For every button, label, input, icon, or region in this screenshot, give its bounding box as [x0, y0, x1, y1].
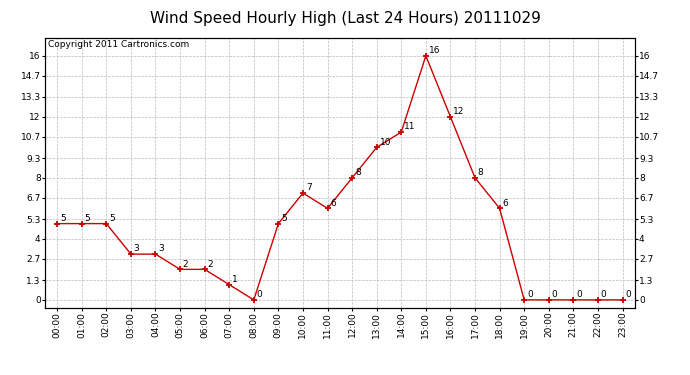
Text: 6: 6	[331, 199, 336, 208]
Text: 1: 1	[232, 275, 238, 284]
Text: 11: 11	[404, 122, 415, 131]
Text: 5: 5	[109, 214, 115, 223]
Text: 0: 0	[625, 290, 631, 299]
Text: 0: 0	[257, 290, 262, 299]
Text: 8: 8	[355, 168, 361, 177]
Text: Wind Speed Hourly High (Last 24 Hours) 20111029: Wind Speed Hourly High (Last 24 Hours) 2…	[150, 11, 540, 26]
Text: 12: 12	[453, 107, 464, 116]
Text: 0: 0	[527, 290, 533, 299]
Text: 6: 6	[502, 199, 508, 208]
Text: 0: 0	[576, 290, 582, 299]
Text: 5: 5	[84, 214, 90, 223]
Text: 5: 5	[281, 214, 287, 223]
Text: Copyright 2011 Cartronics.com: Copyright 2011 Cartronics.com	[48, 40, 189, 49]
Text: 0: 0	[601, 290, 607, 299]
Text: 2: 2	[208, 260, 213, 268]
Text: 16: 16	[428, 46, 440, 55]
Text: 3: 3	[158, 244, 164, 254]
Text: 0: 0	[551, 290, 558, 299]
Text: 3: 3	[134, 244, 139, 254]
Text: 10: 10	[380, 138, 391, 147]
Text: 8: 8	[477, 168, 484, 177]
Text: 2: 2	[183, 260, 188, 268]
Text: 7: 7	[306, 183, 311, 192]
Text: 5: 5	[60, 214, 66, 223]
